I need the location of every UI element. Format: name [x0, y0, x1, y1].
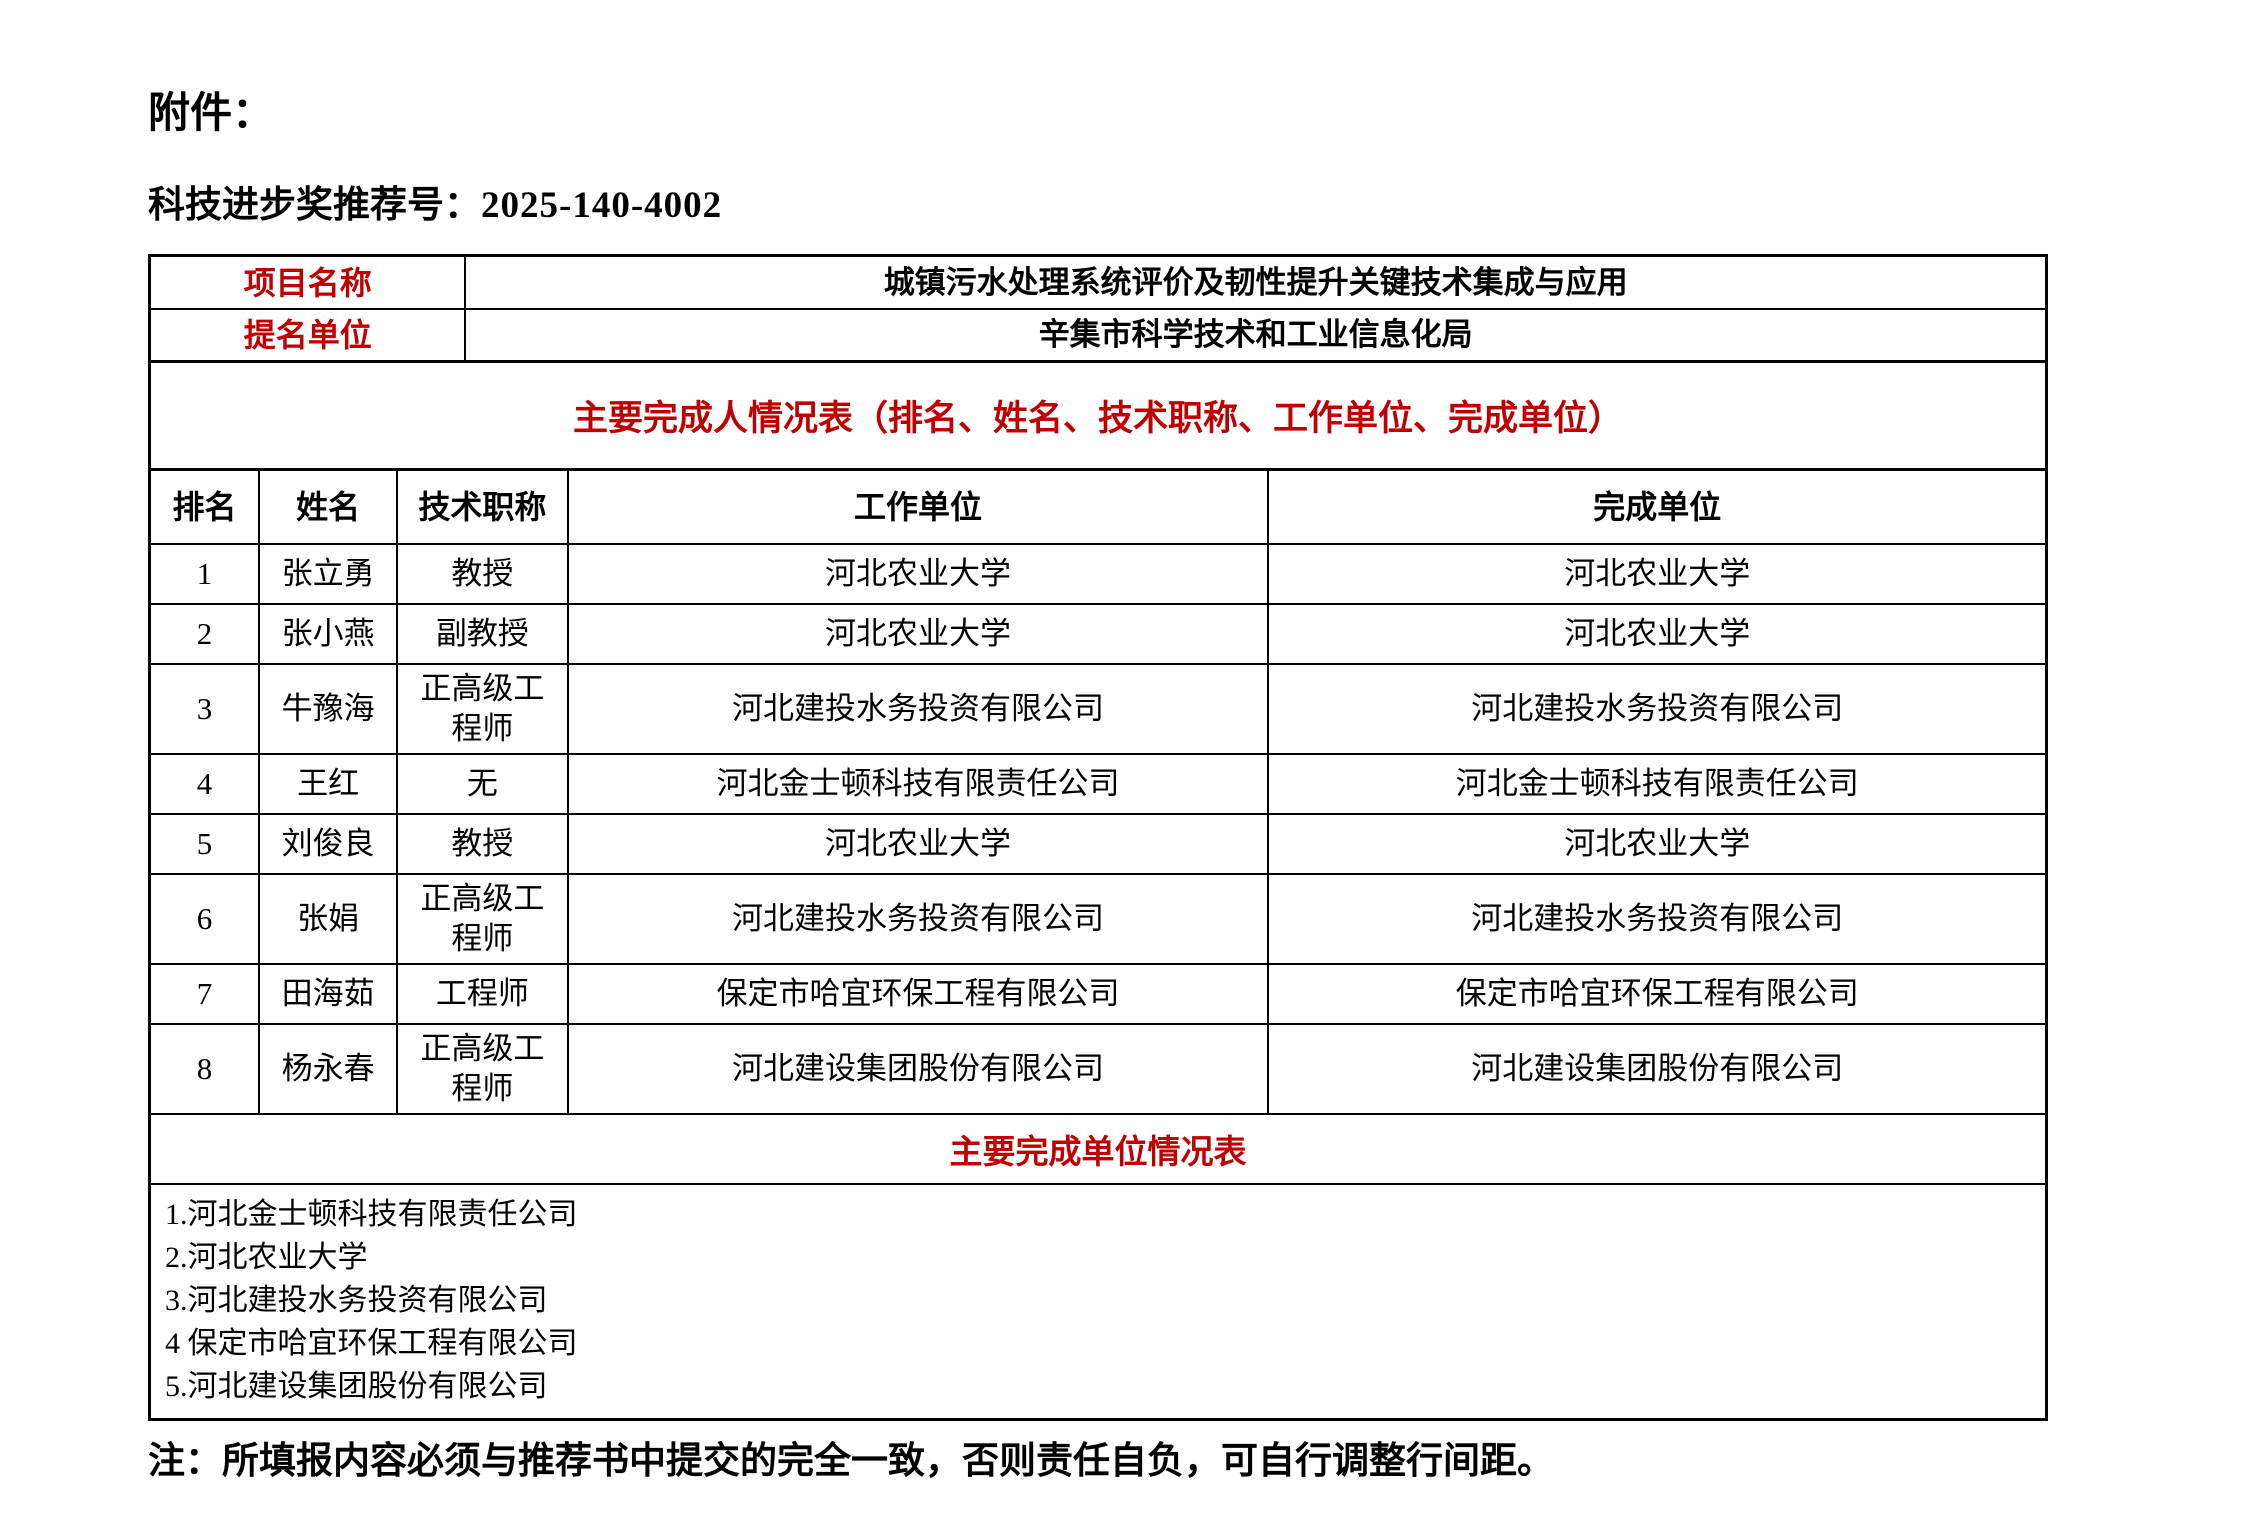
- header-completion-unit: 完成单位: [1267, 470, 2045, 545]
- project-name-value-cell: 城镇污水处理系统评价及韧性提升关键技术集成与应用: [464, 257, 2045, 310]
- rank-cell: 3: [151, 662, 260, 755]
- recommendation-label: 科技进步奖推荐号：: [148, 185, 481, 226]
- work-unit-cell: 河北农业大学: [566, 542, 1270, 605]
- title-cell: 工程师: [396, 962, 569, 1025]
- title-cell: 无: [396, 752, 569, 815]
- work-unit-cell: 河北农业大学: [566, 602, 1270, 665]
- completers-section-title: 主要完成人情况表（排名、姓名、技术职称、工作单位、完成单位）: [151, 363, 2045, 471]
- name-cell: 张娟: [257, 872, 399, 965]
- header-rank: 排名: [151, 470, 260, 545]
- completer-row: 2 张小燕 副教授 河北农业大学 河北农业大学: [151, 602, 2045, 665]
- unit-item: 5.河北建设集团股份有限公司: [165, 1369, 548, 1403]
- completer-row: 6 张娟 正高级工程师 河北建投水务投资有限公司 河北建投水务投资有限公司: [151, 872, 2045, 965]
- completers-table: 排名 姓名 技术职称 工作单位 完成单位 1 张立勇 教授 河北农业大学 河北农…: [151, 470, 2045, 1115]
- title-cell: 副教授: [396, 602, 569, 665]
- rank-cell: 6: [151, 872, 260, 965]
- title-cell: 正高级工程师: [396, 872, 569, 965]
- name-cell: 王红: [257, 752, 399, 815]
- completion-unit-cell: 河北农业大学: [1267, 542, 2045, 605]
- completion-unit-cell: 河北金士顿科技有限责任公司: [1267, 752, 2045, 815]
- completer-row: 4 王红 无 河北金士顿科技有限责任公司 河北金士顿科技有限责任公司: [151, 752, 2045, 815]
- note-text: 注：所填报内容必须与推荐书中提交的完全一致，否则责任自负，可自行调整行间距。: [148, 1440, 1554, 1482]
- name-cell: 张立勇: [257, 542, 399, 605]
- header-name: 姓名: [257, 470, 399, 545]
- work-unit-cell: 河北建设集团股份有限公司: [566, 1022, 1270, 1115]
- work-unit-cell: 河北建投水务投资有限公司: [566, 872, 1270, 965]
- work-unit-cell: 河北金士顿科技有限责任公司: [566, 752, 1270, 815]
- project-name-row: 项目名称 城镇污水处理系统评价及韧性提升关键技术集成与应用: [151, 257, 2045, 310]
- title-cell: 教授: [396, 542, 569, 605]
- rank-cell: 5: [151, 812, 260, 875]
- completion-unit-cell: 河北建投水务投资有限公司: [1267, 662, 2045, 755]
- name-cell: 刘俊良: [257, 812, 399, 875]
- recommendation-line: 科技进步奖推荐号：2025-140-4002: [148, 184, 2048, 228]
- nominator-value-cell: 辛集市科学技术和工业信息化局: [464, 308, 2045, 363]
- rank-cell: 7: [151, 962, 260, 1025]
- completer-row: 8 杨永春 正高级工程师 河北建设集团股份有限公司 河北建设集团股份有限公司: [151, 1022, 2045, 1115]
- title-cell: 正高级工程师: [396, 662, 569, 755]
- recommendation-number: 2025-140-4002: [481, 185, 723, 226]
- nominator-row: 提名单位 辛集市科学技术和工业信息化局: [151, 308, 2045, 363]
- unit-item: 1.河北金士顿科技有限责任公司: [165, 1197, 578, 1231]
- completers-header-row: 排名 姓名 技术职称 工作单位 完成单位: [151, 470, 2045, 545]
- units-list: 1.河北金士顿科技有限责任公司 2.河北农业大学 3.河北建投水务投资有限公司 …: [151, 1185, 2045, 1418]
- title-cell: 教授: [396, 812, 569, 875]
- rank-cell: 4: [151, 752, 260, 815]
- project-name-label-cell: 项目名称: [151, 257, 467, 310]
- rank-cell: 1: [151, 542, 260, 605]
- name-cell: 张小燕: [257, 602, 399, 665]
- award-table: 项目名称 城镇污水处理系统评价及韧性提升关键技术集成与应用 提名单位 辛集市科学…: [148, 254, 2048, 1421]
- header-work-unit: 工作单位: [566, 470, 1270, 545]
- completion-unit-cell: 保定市哈宜环保工程有限公司: [1267, 962, 2045, 1025]
- completer-row: 5 刘俊良 教授 河北农业大学 河北农业大学: [151, 812, 2045, 875]
- completer-row: 1 张立勇 教授 河北农业大学 河北农业大学: [151, 542, 2045, 605]
- completion-unit-cell: 河北建设集团股份有限公司: [1267, 1022, 2045, 1115]
- completer-row: 3 牛豫海 正高级工程师 河北建投水务投资有限公司 河北建投水务投资有限公司: [151, 662, 2045, 755]
- unit-item: 2.河北农业大学: [165, 1240, 368, 1274]
- name-cell: 田海茹: [257, 962, 399, 1025]
- completion-unit-cell: 河北农业大学: [1267, 602, 2045, 665]
- work-unit-cell: 河北农业大学: [566, 812, 1270, 875]
- unit-item: 3.河北建投水务投资有限公司: [165, 1283, 548, 1317]
- nominator-label-cell: 提名单位: [151, 308, 467, 363]
- unit-item: 4 保定市哈宜环保工程有限公司: [165, 1326, 578, 1360]
- title-cell: 正高级工程师: [396, 1022, 569, 1115]
- completion-unit-cell: 河北农业大学: [1267, 812, 2045, 875]
- completer-row: 7 田海茹 工程师 保定市哈宜环保工程有限公司 保定市哈宜环保工程有限公司: [151, 962, 2045, 1025]
- work-unit-cell: 河北建投水务投资有限公司: [566, 662, 1270, 755]
- name-cell: 牛豫海: [257, 662, 399, 755]
- rank-cell: 2: [151, 602, 260, 665]
- attachment-label: 附件：: [148, 89, 275, 136]
- project-info-table: 项目名称 城镇污水处理系统评价及韧性提升关键技术集成与应用 提名单位 辛集市科学…: [151, 257, 2045, 363]
- rank-cell: 8: [151, 1022, 260, 1115]
- units-section-title: 主要完成单位情况表: [151, 1115, 2045, 1185]
- work-unit-cell: 保定市哈宜环保工程有限公司: [566, 962, 1270, 1025]
- name-cell: 杨永春: [257, 1022, 399, 1115]
- document-page: 附件： 科技进步奖推荐号：2025-140-4002 项目名称 城镇污水处理系统…: [148, 89, 2048, 1482]
- header-title: 技术职称: [396, 470, 569, 545]
- completion-unit-cell: 河北建投水务投资有限公司: [1267, 872, 2045, 965]
